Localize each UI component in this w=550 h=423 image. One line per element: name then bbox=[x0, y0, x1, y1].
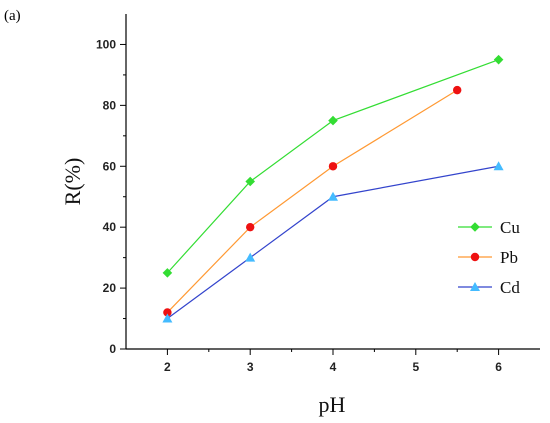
y-tick-label: 60 bbox=[103, 159, 117, 173]
series-line-cd bbox=[167, 165, 499, 320]
legend: Cu Pb Cd bbox=[458, 218, 520, 297]
axes: 0 20 40 60 80 100 2 3 4 5 6 bbox=[96, 14, 540, 374]
point-cd bbox=[245, 252, 256, 262]
x-tick-label: 2 bbox=[164, 360, 171, 374]
y-tick-label: 100 bbox=[96, 37, 116, 51]
point-pb bbox=[246, 222, 255, 232]
legend-item-cu: Cu bbox=[458, 218, 520, 237]
x-tick-label: 3 bbox=[247, 360, 254, 374]
x-axis-title: pH bbox=[319, 392, 346, 417]
legend-marker-pb bbox=[470, 252, 480, 262]
point-cd bbox=[328, 191, 338, 201]
legend-label-cd: Cd bbox=[500, 278, 520, 297]
plot-area bbox=[162, 54, 504, 323]
point-pb bbox=[328, 162, 338, 171]
y-tick-label: 0 bbox=[109, 342, 116, 356]
x-tick-label: 4 bbox=[330, 360, 337, 374]
y-tick-label: 20 bbox=[103, 281, 117, 295]
point-pb bbox=[453, 85, 462, 95]
x-tick-label: 6 bbox=[495, 360, 502, 374]
point-cu bbox=[162, 268, 173, 278]
point-cu bbox=[245, 176, 255, 187]
x-tick-label: 5 bbox=[412, 360, 419, 374]
point-pb bbox=[163, 308, 172, 317]
point-cu bbox=[493, 54, 504, 65]
series-line-cu bbox=[166, 59, 499, 274]
panel-label: (a) bbox=[4, 8, 21, 24]
point-cd bbox=[493, 161, 504, 171]
legend-marker-cd bbox=[470, 282, 480, 291]
point-cd bbox=[162, 313, 173, 323]
series-cd bbox=[162, 161, 504, 323]
legend-marker-cu bbox=[470, 222, 480, 232]
y-tick-label: 80 bbox=[103, 98, 117, 112]
y-tick-label: 40 bbox=[103, 220, 117, 234]
legend-label-cu: Cu bbox=[500, 218, 520, 237]
legend-label-pb: Pb bbox=[500, 248, 518, 267]
y-axis-title: R(%) bbox=[60, 158, 85, 206]
series-pb bbox=[163, 85, 462, 317]
series-cu bbox=[162, 54, 504, 278]
legend-item-pb: Pb bbox=[458, 248, 518, 267]
series-line-pb bbox=[166, 89, 458, 313]
point-cu bbox=[328, 115, 338, 126]
legend-item-cd: Cd bbox=[458, 278, 520, 297]
